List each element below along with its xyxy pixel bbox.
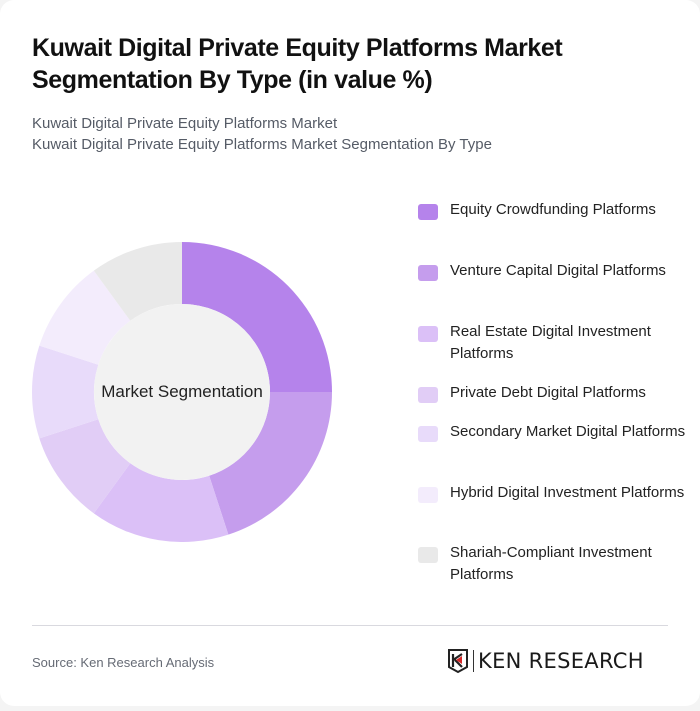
legend-label: Venture Capital Digital Platforms — [450, 262, 666, 279]
donut-hole — [94, 304, 270, 480]
legend-item[interactable]: Private Debt Digital Platforms — [418, 382, 700, 404]
donut-slice[interactable] — [209, 392, 332, 535]
legend-swatch — [418, 265, 438, 281]
legend-item[interactable]: Secondary Market Digital Platforms — [418, 421, 700, 443]
legend-swatch — [418, 426, 438, 442]
donut-slice[interactable] — [39, 270, 131, 365]
chart-subtitle: Kuwait Digital Private Equity Platforms … — [32, 113, 492, 155]
donut-slice[interactable] — [93, 463, 229, 542]
legend-swatch — [418, 547, 438, 563]
subtitle-line-2: Kuwait Digital Private Equity Platforms … — [32, 136, 492, 153]
legend-label: Secondary Market Digital Platforms — [450, 423, 686, 440]
ken-research-logo: KEN RESEARCH — [447, 648, 644, 674]
legend-label: Equity Crowdfunding Platforms — [450, 201, 656, 218]
legend-swatch — [418, 326, 438, 342]
legend-label: Private Debt Digital Platforms — [450, 384, 646, 401]
legend-item[interactable]: Real Estate Digital Investment Platforms — [418, 321, 700, 365]
legend-swatch — [418, 487, 438, 503]
legend-label: Hybrid Digital Investment Platforms — [450, 484, 685, 501]
subtitle-line-1: Kuwait Digital Private Equity Platforms … — [32, 115, 338, 132]
source-note: Source: Ken Research Analysis — [32, 655, 215, 670]
donut-chart — [32, 242, 332, 542]
footer-divider — [32, 625, 668, 626]
donut-slice[interactable] — [32, 345, 99, 439]
donut-slice[interactable] — [182, 242, 332, 392]
logo-separator — [473, 650, 474, 672]
legend-item[interactable]: Shariah-Compliant Investment Platforms — [418, 542, 700, 586]
logo-text: KEN RESEARCH — [478, 649, 644, 673]
donut-slice[interactable] — [39, 419, 131, 514]
legend-swatch — [418, 204, 438, 220]
legend-item[interactable]: Equity Crowdfunding Platforms — [418, 199, 700, 221]
legend-item[interactable]: Hybrid Digital Investment Platforms — [418, 482, 700, 504]
legend-swatch — [418, 387, 438, 403]
donut-slice[interactable] — [93, 242, 182, 321]
legend-label: Real Estate Digital Investment Platforms — [450, 323, 651, 362]
legend-label: Shariah-Compliant Investment Platforms — [450, 544, 652, 583]
ken-research-logo-icon — [448, 649, 468, 674]
legend-item[interactable]: Venture Capital Digital Platforms — [418, 260, 700, 282]
chart-title: Kuwait Digital Private Equity Platforms … — [32, 34, 563, 94]
